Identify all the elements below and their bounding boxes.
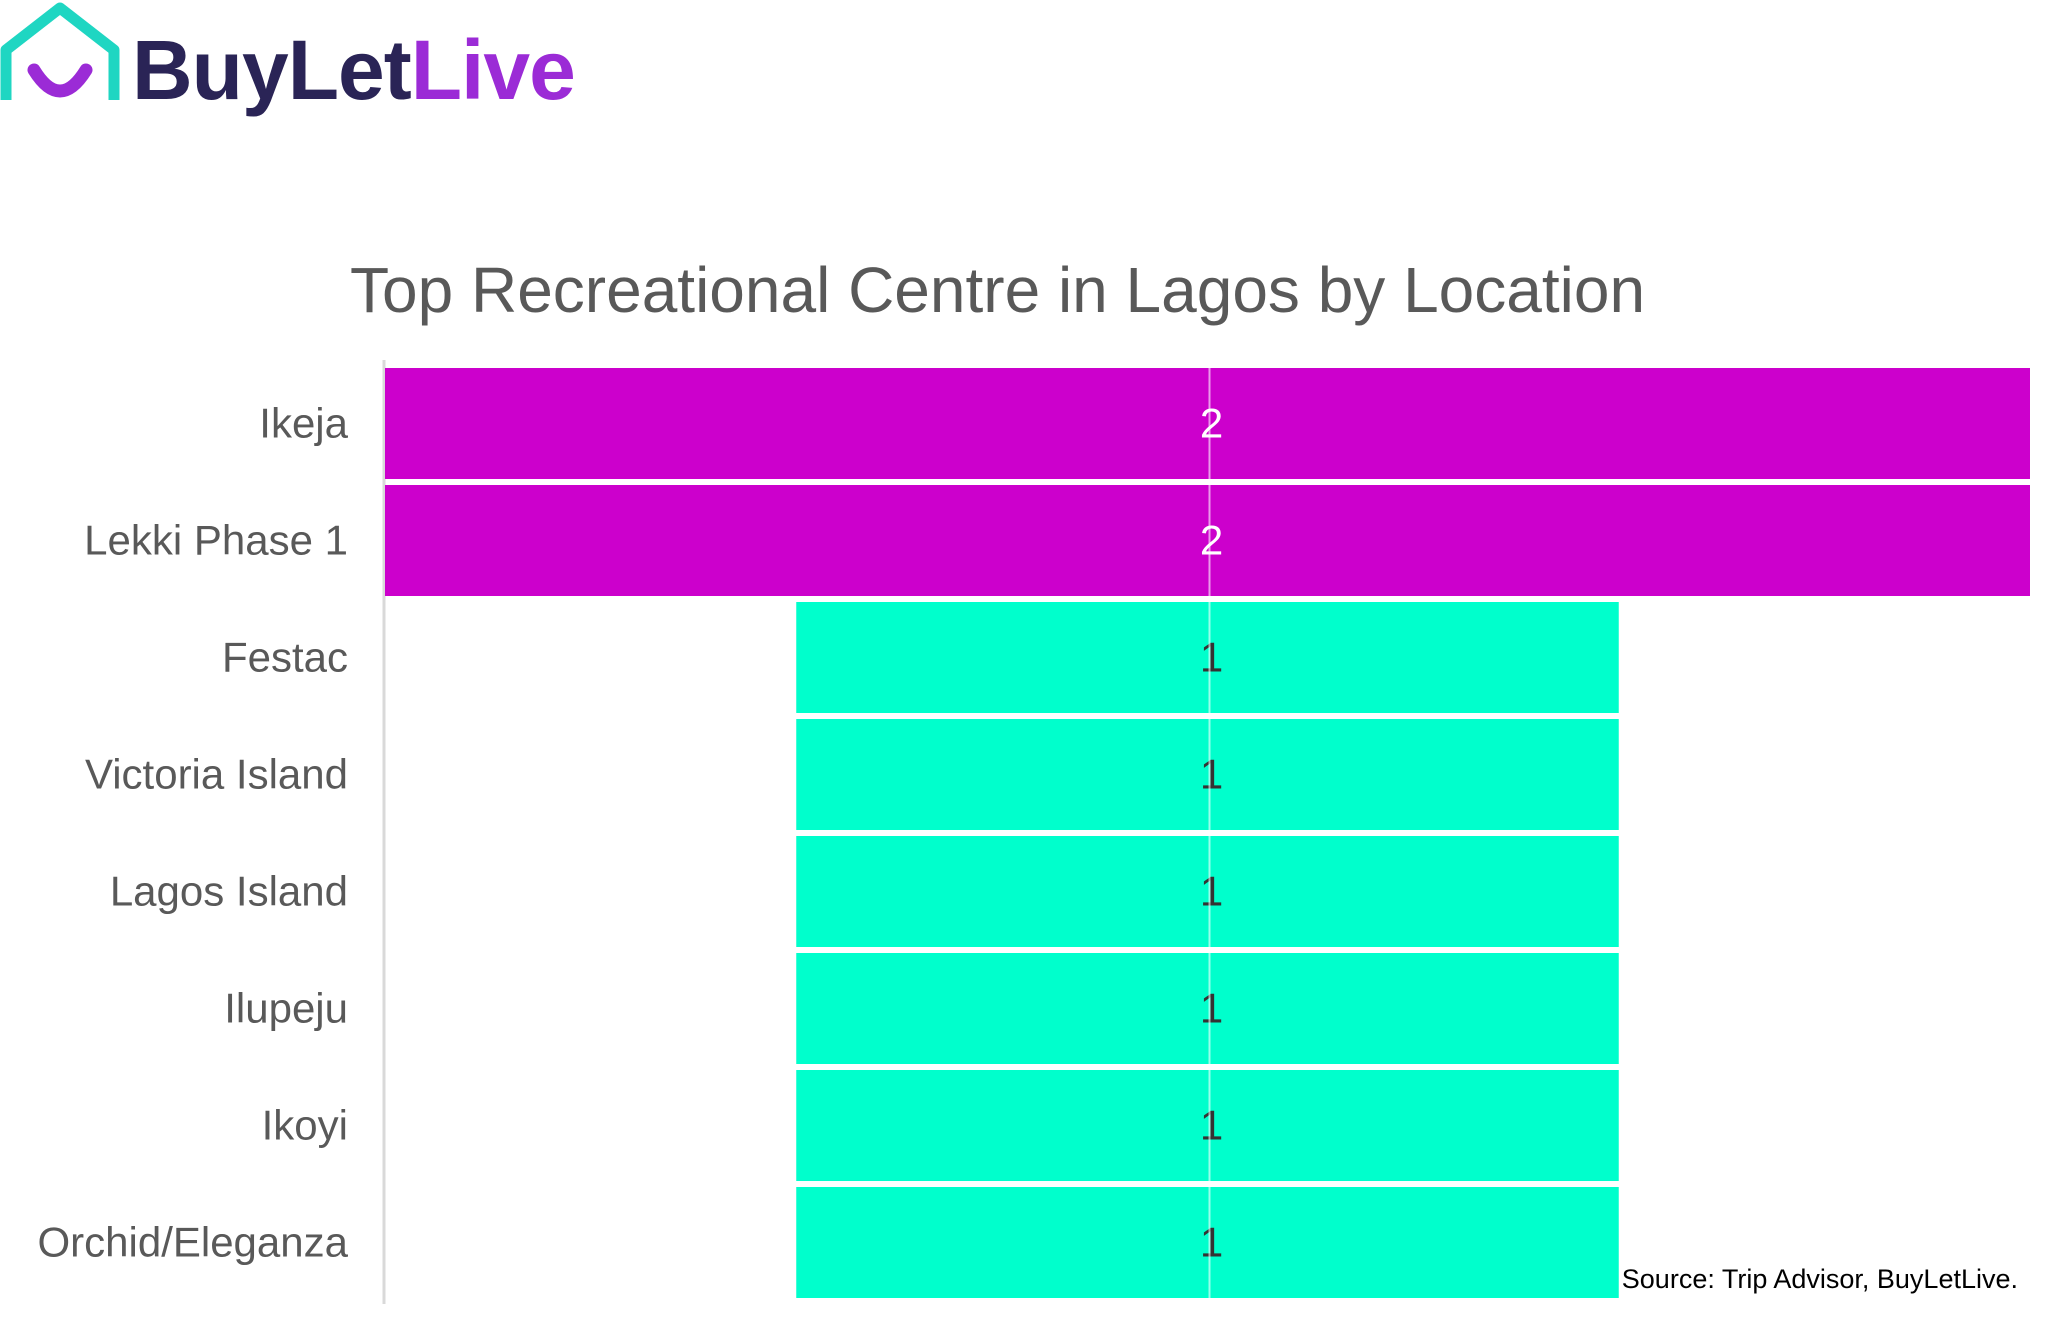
category-label: Ikoyi	[262, 1102, 348, 1149]
bar-orchid-eleganza	[796, 1187, 1619, 1298]
brand-name-part1: BuyLet	[132, 23, 412, 117]
bar-lekki-phase-1	[385, 485, 2030, 596]
category-label: Orchid/Eleganza	[37, 1219, 348, 1266]
brand-logo: BuyLetLive	[0, 0, 576, 130]
data-label: 1	[1200, 1102, 1223, 1149]
category-label: Victoria Island	[85, 751, 348, 798]
bar-ikoyi	[796, 1070, 1619, 1181]
data-label: 1	[1200, 751, 1223, 798]
data-label: 2	[1200, 400, 1223, 447]
brand-name-part2: Live	[410, 23, 576, 117]
house-smile-icon	[0, 2, 120, 100]
chart-title: Top Recreational Centre in Lagos by Loca…	[350, 254, 1646, 326]
data-label: 1	[1200, 985, 1223, 1032]
data-label: 2	[1200, 517, 1223, 564]
bar-victoria-island	[796, 719, 1619, 830]
category-label: Ikeja	[259, 400, 348, 447]
data-label: 1	[1200, 634, 1223, 681]
source-note: Source: Trip Advisor, BuyLetLive.	[1621, 1264, 2018, 1294]
data-label: 1	[1200, 1219, 1223, 1266]
bar-lagos-island	[796, 836, 1619, 947]
category-label: Festac	[222, 634, 348, 681]
data-label: 1	[1200, 868, 1223, 915]
brand-wordmark: BuyLetLive	[132, 28, 576, 112]
bar-chart: 2 Ikeja 2 Lekki Phase 1 1 Festac 1 Victoria Isl…	[37, 360, 2030, 1304]
bar-ilupeju	[796, 953, 1619, 1064]
bar-ikeja	[385, 368, 2030, 479]
category-label: Lagos Island	[110, 868, 348, 915]
category-label: Ilupeju	[224, 985, 348, 1032]
category-label: Lekki Phase 1	[84, 517, 348, 564]
bar-festac	[796, 602, 1619, 713]
